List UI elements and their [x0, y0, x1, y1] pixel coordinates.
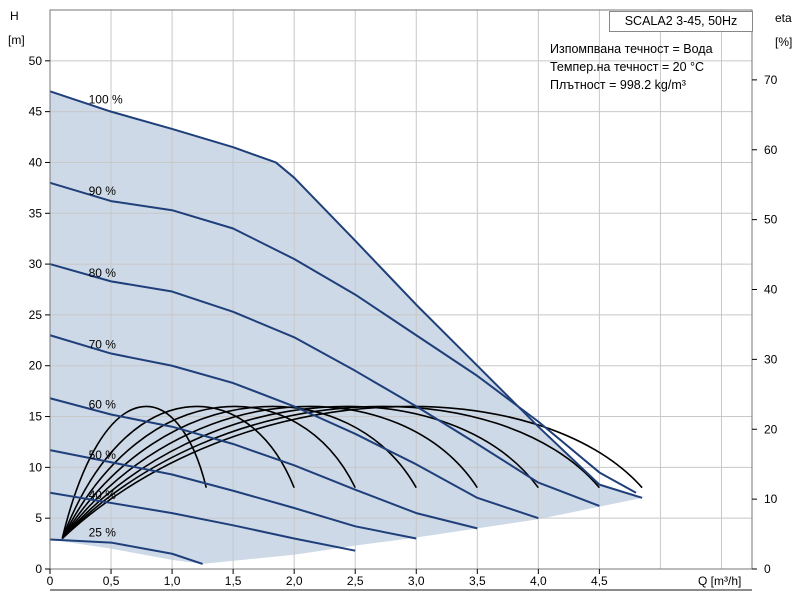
y-left-tick-label: 25	[29, 308, 43, 322]
x-tick-label: 3,0	[408, 574, 425, 588]
y-left-tick-label: 50	[29, 54, 43, 68]
efficiency-curve-5	[61, 405, 478, 539]
y-right-tick-label: 20	[764, 422, 778, 436]
info-density: Плътност = 998.2 kg/m³	[550, 78, 686, 92]
head-curve-40	[49, 491, 356, 552]
y-left-axis-label: H	[10, 9, 19, 23]
y-left-tick-label: 10	[29, 460, 43, 474]
efficiency-curve-7	[61, 405, 601, 540]
series-label-80: 80 %	[89, 266, 117, 280]
y-left-tick-label: 20	[29, 359, 43, 373]
y-right-axis-unit: [%]	[775, 35, 792, 49]
x-tick-label: 4,0	[530, 574, 547, 588]
y-left-tick-label: 30	[29, 257, 43, 271]
x-tick-label: 1,5	[225, 574, 242, 588]
series-label-70: 70 %	[89, 337, 117, 351]
x-tick-label: 2,5	[347, 574, 364, 588]
info-temperature: Темпер.на течност = 20 °C	[550, 60, 705, 74]
chart-title: SCALA2 3-45, 50Hz	[609, 11, 753, 32]
series-label-50: 50 %	[89, 448, 117, 462]
y-right-tick-label: 40	[764, 283, 778, 297]
series-label-25: 25 %	[89, 525, 117, 539]
x-tick-label: 2,0	[286, 574, 303, 588]
y-right-axis-label: eta	[775, 11, 792, 25]
head-curve-70	[49, 334, 539, 520]
x-tick-label: 3,5	[469, 574, 486, 588]
series-label-40: 40 %	[89, 488, 117, 502]
y-left-axis-unit: [m]	[8, 33, 25, 47]
x-tick-label: 4,5	[591, 574, 608, 588]
y-left-tick-label: 35	[29, 206, 43, 220]
y-left-tick-label: 15	[29, 410, 43, 424]
y-left-tick-label: 0	[35, 562, 42, 576]
head-curve-80	[49, 263, 600, 507]
y-right-tick-label: 60	[764, 143, 778, 157]
head-curve-60	[49, 397, 478, 530]
y-left-tick-label: 45	[29, 105, 43, 119]
y-right-tick-label: 30	[764, 352, 778, 366]
x-tick-label: 0	[47, 574, 54, 588]
head-curve-50	[49, 449, 417, 540]
efficiency-curve-3	[61, 405, 356, 539]
x-tick-label: 0,5	[103, 574, 120, 588]
efficiency-curve-8	[61, 405, 643, 540]
y-right-tick-label: 10	[764, 492, 778, 506]
efficiency-curve-2	[61, 405, 295, 539]
y-right-tick-label: 70	[764, 73, 778, 87]
head-curve-100	[49, 90, 643, 499]
y-right-tick-label: 50	[764, 213, 778, 227]
y-left-tick-label: 40	[29, 155, 43, 169]
y-right-tick-label: 0	[764, 562, 771, 576]
efficiency-curve-6	[61, 405, 539, 540]
series-label-60: 60 %	[89, 397, 117, 411]
head-curve-25	[49, 538, 203, 565]
x-axis-label: Q [m³/h]	[698, 574, 741, 588]
series-label-100: 100 %	[89, 92, 123, 106]
y-left-tick-label: 5	[35, 511, 42, 525]
head-curve-90	[49, 181, 637, 494]
series-label-90: 90 %	[89, 184, 117, 198]
x-tick-label: 1,0	[164, 574, 181, 588]
info-fluid: Изпомпвана течност = Вода	[550, 42, 713, 56]
